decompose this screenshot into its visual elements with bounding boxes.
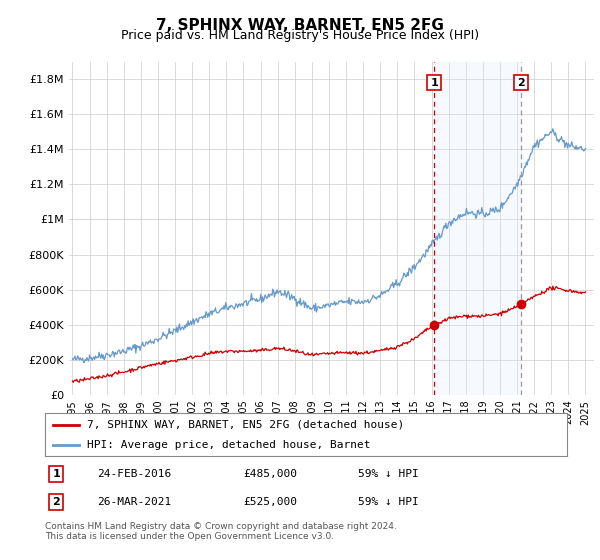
Text: 24-FEB-2016: 24-FEB-2016 (97, 469, 172, 479)
Text: 2: 2 (517, 78, 525, 88)
Text: 7, SPHINX WAY, BARNET, EN5 2FG: 7, SPHINX WAY, BARNET, EN5 2FG (156, 18, 444, 33)
Text: HPI: Average price, detached house, Barnet: HPI: Average price, detached house, Barn… (87, 440, 370, 450)
Text: 59% ↓ HPI: 59% ↓ HPI (358, 469, 419, 479)
Text: 1: 1 (430, 78, 438, 88)
Text: 2: 2 (53, 497, 61, 507)
Text: 7, SPHINX WAY, BARNET, EN5 2FG (detached house): 7, SPHINX WAY, BARNET, EN5 2FG (detached… (87, 419, 404, 430)
Text: 59% ↓ HPI: 59% ↓ HPI (358, 497, 419, 507)
Text: 1: 1 (53, 469, 61, 479)
Text: £485,000: £485,000 (244, 469, 298, 479)
Text: Price paid vs. HM Land Registry's House Price Index (HPI): Price paid vs. HM Land Registry's House … (121, 29, 479, 42)
Text: Contains HM Land Registry data © Crown copyright and database right 2024.
This d: Contains HM Land Registry data © Crown c… (45, 522, 397, 542)
Bar (434, 62, 521, 395)
Text: 26-MAR-2021: 26-MAR-2021 (97, 497, 172, 507)
Text: £525,000: £525,000 (244, 497, 298, 507)
